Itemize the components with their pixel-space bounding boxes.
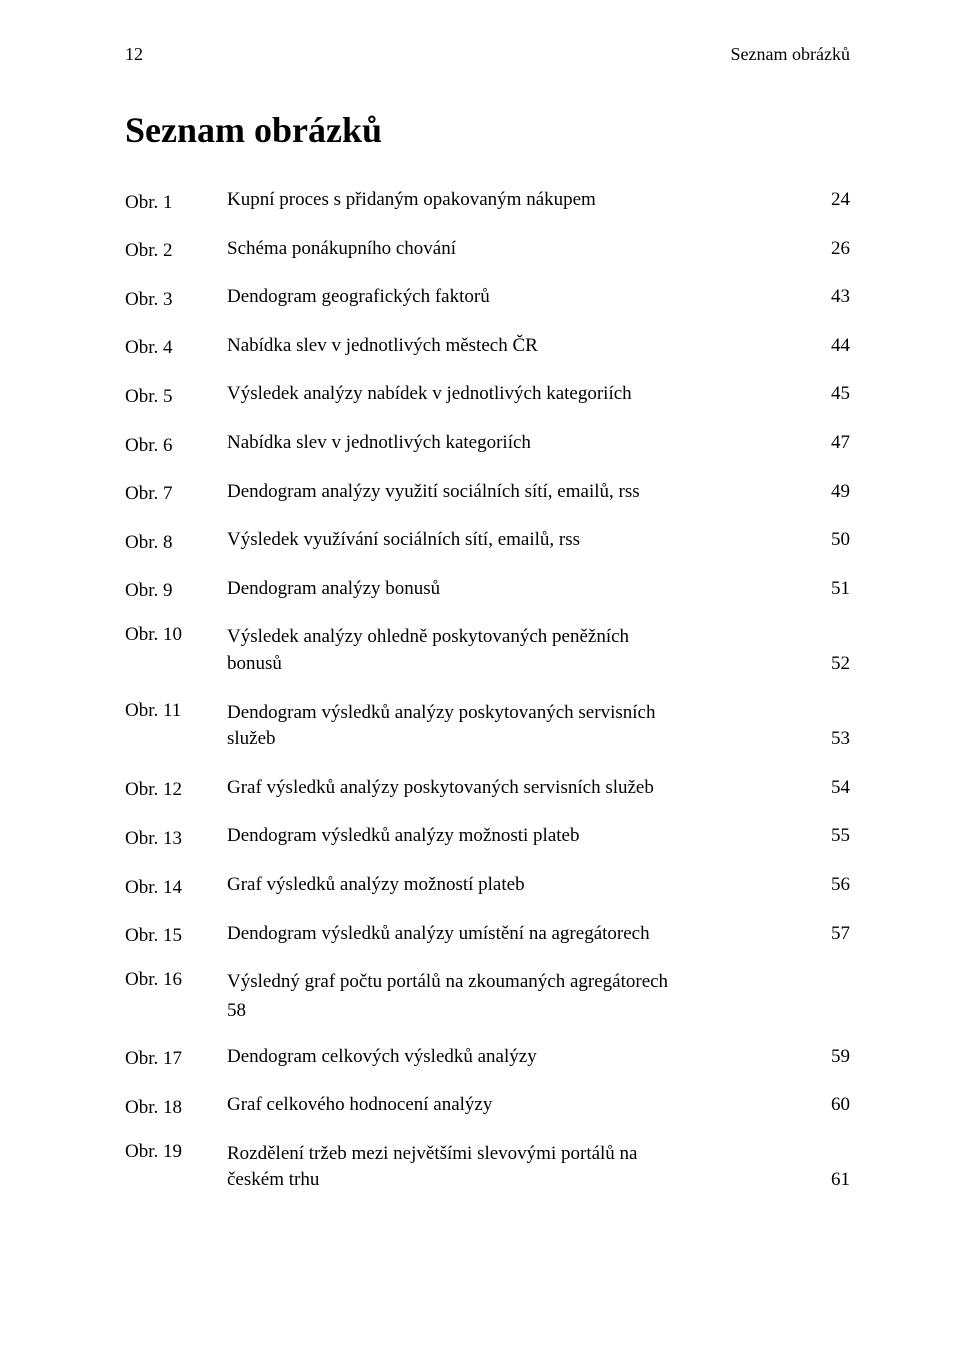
entry-title: Výsledný graf počtu portálů na zkoumanýc… <box>227 969 850 996</box>
entry-label: Obr. 15 <box>125 925 227 947</box>
running-title: Seznam obrázků <box>731 44 850 65</box>
list-item: Obr. 11 Dendogram výsledků analýzy posky… <box>125 700 850 753</box>
entry-label: Obr. 11 <box>125 700 227 722</box>
entry-label: Obr. 5 <box>125 386 227 408</box>
entry-title: Schéma ponákupního chování <box>227 236 817 263</box>
entry-label: Obr. 10 <box>125 624 227 646</box>
entry-title: Dendogram výsledků analýzy umístění na a… <box>227 921 817 948</box>
entry-page: 49 <box>817 481 850 503</box>
entry-title: Graf výsledků analýzy možností plateb <box>227 872 817 899</box>
list-item: Obr. 16 Výsledný graf počtu portálů na z… <box>125 969 850 1022</box>
entry-page: 51 <box>817 578 850 600</box>
entry-page: 54 <box>817 777 850 799</box>
entry-label: Obr. 8 <box>125 532 227 554</box>
entry-label: Obr. 16 <box>125 969 227 991</box>
entry-page: 60 <box>817 1094 850 1116</box>
entry-page: 53 <box>817 728 850 750</box>
entry-page: 59 <box>817 1046 850 1068</box>
page-number-top: 12 <box>125 44 143 65</box>
list-of-figures: Obr. 1 Kupní proces s přidaným opakovaný… <box>125 187 850 1194</box>
entry-label: Obr. 2 <box>125 240 227 262</box>
list-item: Obr. 17 Dendogram celkových výsledků ana… <box>125 1044 850 1071</box>
entry-page: 61 <box>817 1169 850 1191</box>
list-item: Obr. 8 Výsledek využívání sociálních sít… <box>125 527 850 554</box>
entry-page: 47 <box>817 432 850 454</box>
entry-title: Dendogram celkových výsledků analýzy <box>227 1044 817 1071</box>
entry-label: Obr. 17 <box>125 1048 227 1070</box>
list-item: Obr. 2 Schéma ponákupního chování26 <box>125 236 850 263</box>
entry-label: Obr. 4 <box>125 337 227 359</box>
entry-title-line2: českém trhu <box>227 1167 817 1194</box>
page-title: Seznam obrázků <box>125 109 850 151</box>
entry-label: Obr. 19 <box>125 1141 227 1163</box>
list-item: Obr. 14 Graf výsledků analýzy možností p… <box>125 872 850 899</box>
entry-page: 56 <box>817 874 850 896</box>
entry-page: 52 <box>817 653 850 675</box>
entry-page: 55 <box>817 825 850 847</box>
entry-page: 45 <box>817 383 850 405</box>
entry-title: Dendogram analýzy využití sociálních sít… <box>227 479 817 506</box>
entry-title: Výsledek analýzy nabídek v jednotlivých … <box>227 381 817 408</box>
entry-title: Dendogram výsledků analýzy poskytovaných… <box>227 700 850 727</box>
list-item: Obr. 3 Dendogram geografických faktorů43 <box>125 284 850 311</box>
list-item: Obr. 18 Graf celkového hodnocení analýzy… <box>125 1092 850 1119</box>
entry-title-line2: bonusů <box>227 651 817 678</box>
entry-page: 44 <box>817 335 850 357</box>
running-header: 12 Seznam obrázků <box>125 44 850 65</box>
entry-label: Obr. 13 <box>125 828 227 850</box>
list-item: Obr. 7 Dendogram analýzy využití sociáln… <box>125 479 850 506</box>
entry-label: Obr. 9 <box>125 580 227 602</box>
entry-title: Kupní proces s přidaným opakovaným nákup… <box>227 187 817 214</box>
document-page: 12 Seznam obrázků Seznam obrázků Obr. 1 … <box>0 0 960 1354</box>
entry-title: Dendogram výsledků analýzy možnosti plat… <box>227 823 817 850</box>
list-item: Obr. 15 Dendogram výsledků analýzy umíst… <box>125 921 850 948</box>
entry-page: 57 <box>817 923 850 945</box>
list-item: Obr. 12 Graf výsledků analýzy poskytovan… <box>125 775 850 802</box>
entry-page: 24 <box>817 189 850 211</box>
list-item: Obr. 10 Výsledek analýzy ohledně poskyto… <box>125 624 850 677</box>
entry-label: Obr. 14 <box>125 877 227 899</box>
entry-title: Nabídka slev v jednotlivých městech ČR <box>227 333 817 360</box>
entry-title: Výsledek využívání sociálních sítí, emai… <box>227 527 817 554</box>
list-item: Obr. 1 Kupní proces s přidaným opakovaný… <box>125 187 850 214</box>
entry-title: Graf výsledků analýzy poskytovaných serv… <box>227 775 817 802</box>
list-item: Obr. 6 Nabídka slev v jednotlivých kateg… <box>125 430 850 457</box>
entry-label: Obr. 12 <box>125 779 227 801</box>
entry-title: Rozdělení tržeb mezi největšími slevovým… <box>227 1141 850 1168</box>
list-item: Obr. 9 Dendogram analýzy bonusů51 <box>125 576 850 603</box>
entry-title: Dendogram geografických faktorů <box>227 284 817 311</box>
list-item: Obr. 4 Nabídka slev v jednotlivých měste… <box>125 333 850 360</box>
entry-page: 50 <box>817 529 850 551</box>
entry-label: Obr. 7 <box>125 483 227 505</box>
entry-title: Výsledek analýzy ohledně poskytovaných p… <box>227 624 850 651</box>
entry-page: 26 <box>817 238 850 260</box>
entry-title: Graf celkového hodnocení analýzy <box>227 1092 817 1119</box>
entry-label: Obr. 18 <box>125 1097 227 1119</box>
entry-title-line2: služeb <box>227 726 817 753</box>
list-item: Obr. 13 Dendogram výsledků analýzy možno… <box>125 823 850 850</box>
list-item: Obr. 19 Rozdělení tržeb mezi největšími … <box>125 1141 850 1194</box>
entry-page: 43 <box>817 286 850 308</box>
entry-label: Obr. 1 <box>125 192 227 214</box>
list-item: Obr. 5 Výsledek analýzy nabídek v jednot… <box>125 381 850 408</box>
entry-page: 58 <box>227 1000 850 1022</box>
entry-title: Nabídka slev v jednotlivých kategoriích <box>227 430 817 457</box>
entry-label: Obr. 6 <box>125 435 227 457</box>
entry-label: Obr. 3 <box>125 289 227 311</box>
entry-title: Dendogram analýzy bonusů <box>227 576 817 603</box>
